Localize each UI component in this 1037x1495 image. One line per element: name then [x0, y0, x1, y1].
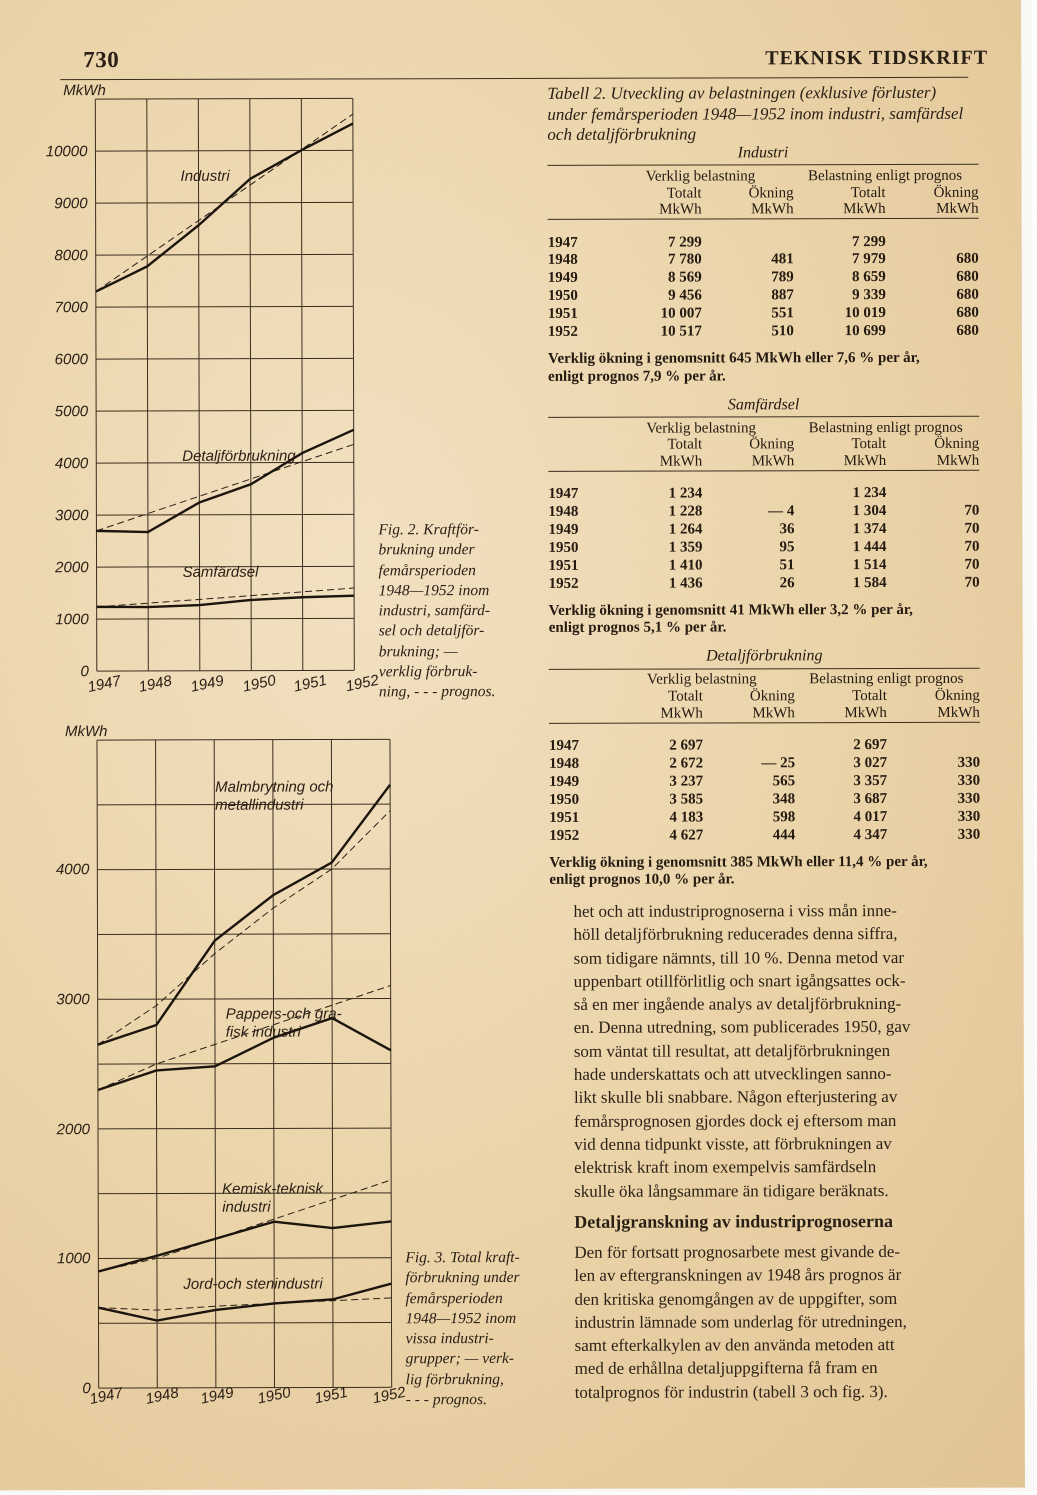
svg-text:2000: 2000: [56, 1121, 91, 1138]
svg-text:3000: 3000: [56, 991, 90, 1008]
svg-text:Kemisk-teknisk: Kemisk-teknisk: [222, 1180, 324, 1197]
svg-text:1947: 1947: [88, 1384, 125, 1408]
svg-text:4000: 4000: [56, 861, 90, 878]
svg-text:metallindustri: metallindustri: [215, 797, 304, 814]
svg-text:1000: 1000: [57, 1250, 91, 1267]
svg-text:Malmbrytning och: Malmbrytning och: [215, 778, 333, 795]
svg-text:industri: industri: [222, 1199, 271, 1216]
svg-text:MkWh: MkWh: [65, 723, 108, 740]
svg-text:Jord-och stenindustri: Jord-och stenindustri: [182, 1275, 323, 1292]
